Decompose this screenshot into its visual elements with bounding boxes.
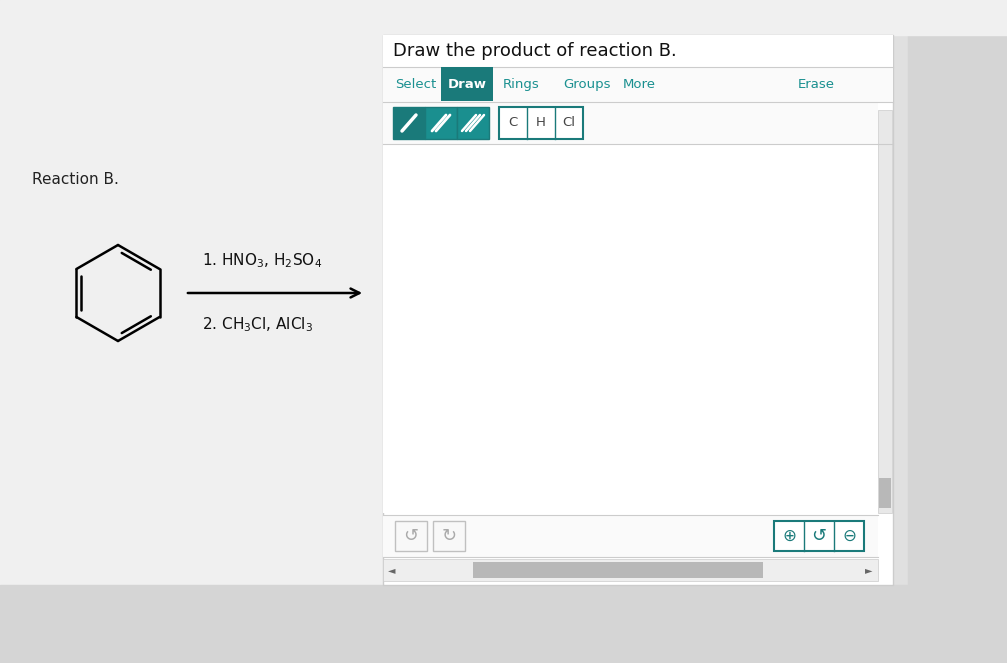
Bar [473, 562, 763, 578]
Bar [0, 585, 1007, 663]
Text: ↺: ↺ [812, 527, 827, 545]
Bar [441, 67, 493, 101]
Bar [457, 107, 489, 139]
Text: 1. HNO$_3$, H$_2$SO$_4$: 1. HNO$_3$, H$_2$SO$_4$ [202, 251, 322, 270]
Bar [774, 521, 864, 551]
Bar [908, 0, 1007, 663]
Bar [383, 559, 878, 581]
Text: Erase: Erase [798, 78, 835, 91]
Bar [383, 144, 878, 513]
Text: Select: Select [395, 78, 436, 91]
Text: ⊕: ⊕ [782, 527, 796, 545]
Text: 2. CH$_3$Cl, AlCl$_3$: 2. CH$_3$Cl, AlCl$_3$ [202, 315, 313, 333]
Bar [383, 102, 878, 144]
Text: ⊖: ⊖ [842, 527, 856, 545]
Text: Rings: Rings [504, 78, 540, 91]
Bar [383, 35, 893, 585]
Bar [879, 478, 891, 508]
Text: More: More [623, 78, 656, 91]
Text: H: H [536, 117, 546, 129]
Text: ↻: ↻ [441, 527, 456, 545]
Text: C: C [509, 117, 518, 129]
Bar [393, 107, 425, 139]
Bar [878, 110, 892, 513]
Bar [0, 0, 1007, 35]
Text: ↺: ↺ [404, 527, 419, 545]
Text: Reaction B.: Reaction B. [32, 172, 119, 186]
Text: ►: ► [865, 565, 873, 575]
Bar [383, 67, 893, 102]
Text: Cl: Cl [563, 117, 575, 129]
Bar [395, 521, 427, 551]
Bar [0, 0, 383, 663]
Bar [383, 515, 878, 557]
Bar [425, 107, 457, 139]
Bar [433, 521, 465, 551]
Bar [499, 107, 583, 139]
Bar [383, 35, 893, 67]
Text: Draw: Draw [447, 78, 486, 91]
Text: Draw the product of reaction B.: Draw the product of reaction B. [393, 42, 677, 60]
Text: Groups: Groups [563, 78, 610, 91]
Text: ◄: ◄ [389, 565, 396, 575]
